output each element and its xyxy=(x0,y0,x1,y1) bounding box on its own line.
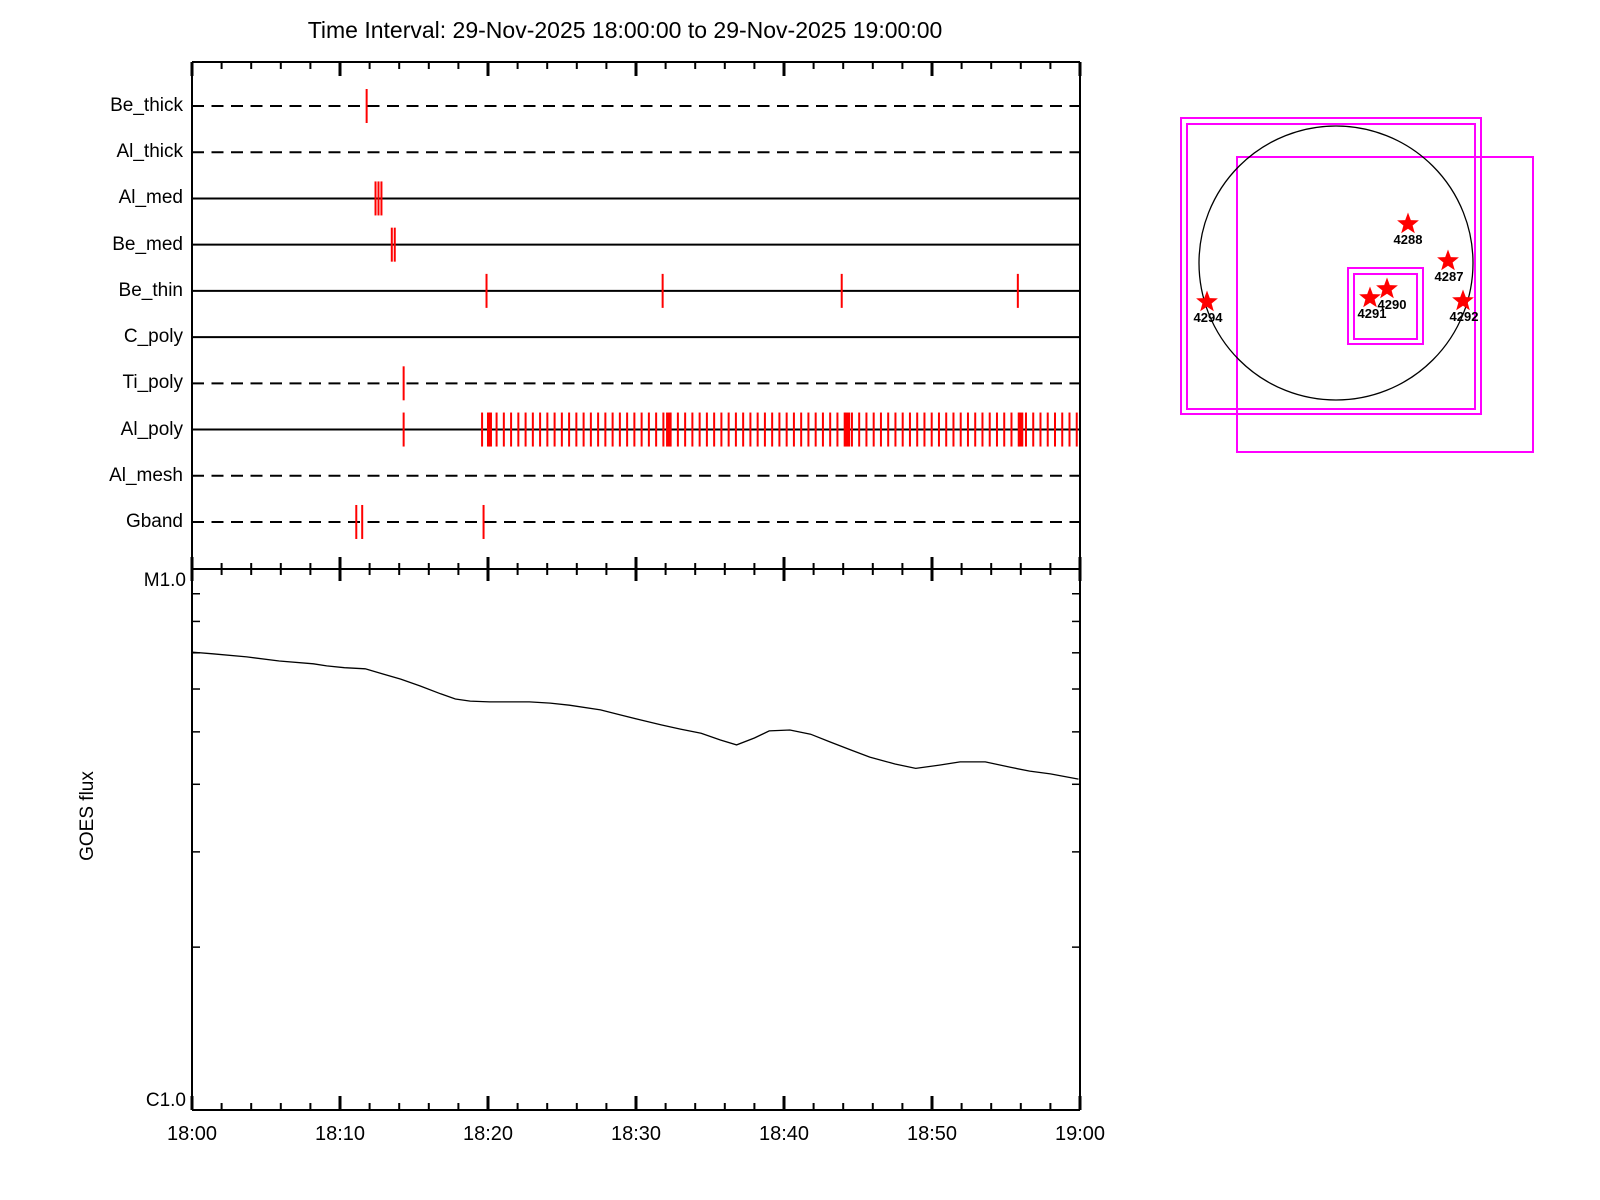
filter-row-label-al_thick: Al_thick xyxy=(116,141,183,163)
active-region-label-4290: 4290 xyxy=(1377,297,1407,312)
page-title: Time Interval: 29-Nov-2025 18:00:00 to 2… xyxy=(307,17,943,43)
x-tick-label-3: 18:30 xyxy=(610,1123,662,1145)
x-tick-label-2: 18:20 xyxy=(462,1123,514,1145)
active-region-label-4291: 4291 xyxy=(1357,306,1387,321)
filter-row-label-al_poly: Al_poly xyxy=(120,418,183,440)
x-tick-label-0: 18:00 xyxy=(166,1123,218,1145)
active-region-star-4288 xyxy=(1397,212,1419,234)
active-region-star-4292 xyxy=(1452,289,1474,311)
x-tick-label-1: 18:10 xyxy=(314,1123,366,1145)
active-region-star-4287 xyxy=(1437,249,1459,271)
fov-box-0 xyxy=(1180,117,1482,415)
y-tick-label-c1: C1.0 xyxy=(145,1090,186,1111)
filter-row-label-gband: Gband xyxy=(125,510,183,532)
x-tick-label-6: 19:00 xyxy=(1054,1123,1106,1145)
filter-row-label-al_med: Al_med xyxy=(118,187,183,209)
solar-limb-circle xyxy=(1198,125,1474,401)
x-tick-label-4: 18:40 xyxy=(758,1123,810,1145)
active-region-star-4290 xyxy=(1376,277,1398,299)
active-region-label-4294: 4294 xyxy=(1193,310,1223,325)
filter-row-label-be_thin: Be_thin xyxy=(118,279,183,301)
filter-row-label-c_poly: C_poly xyxy=(123,326,183,348)
goes-ylabel: GOES flux xyxy=(77,771,98,861)
filter-row-label-al_mesh: Al_mesh xyxy=(109,464,183,486)
filter-row-label-be_thick: Be_thick xyxy=(110,95,183,116)
active-region-star-4294 xyxy=(1196,290,1218,312)
y-tick-label-m1: M1.0 xyxy=(143,570,186,591)
filter-row-label-ti_poly: Ti_poly xyxy=(122,372,183,394)
active-region-label-4287: 4287 xyxy=(1434,269,1464,284)
active-region-label-4288: 4288 xyxy=(1393,232,1423,247)
filter-row-label-be_med: Be_med xyxy=(112,233,183,255)
fov-box-1 xyxy=(1236,156,1534,453)
fov-box-2 xyxy=(1347,267,1424,345)
goes-flux-curve xyxy=(191,651,1079,780)
fov-box-0-inner xyxy=(1186,123,1476,410)
x-tick-label-5: 18:50 xyxy=(906,1123,958,1145)
active-region-star-4291 xyxy=(1359,286,1381,308)
fov-box-2-inner xyxy=(1353,273,1418,340)
active-region-label-4292: 4292 xyxy=(1449,309,1479,324)
